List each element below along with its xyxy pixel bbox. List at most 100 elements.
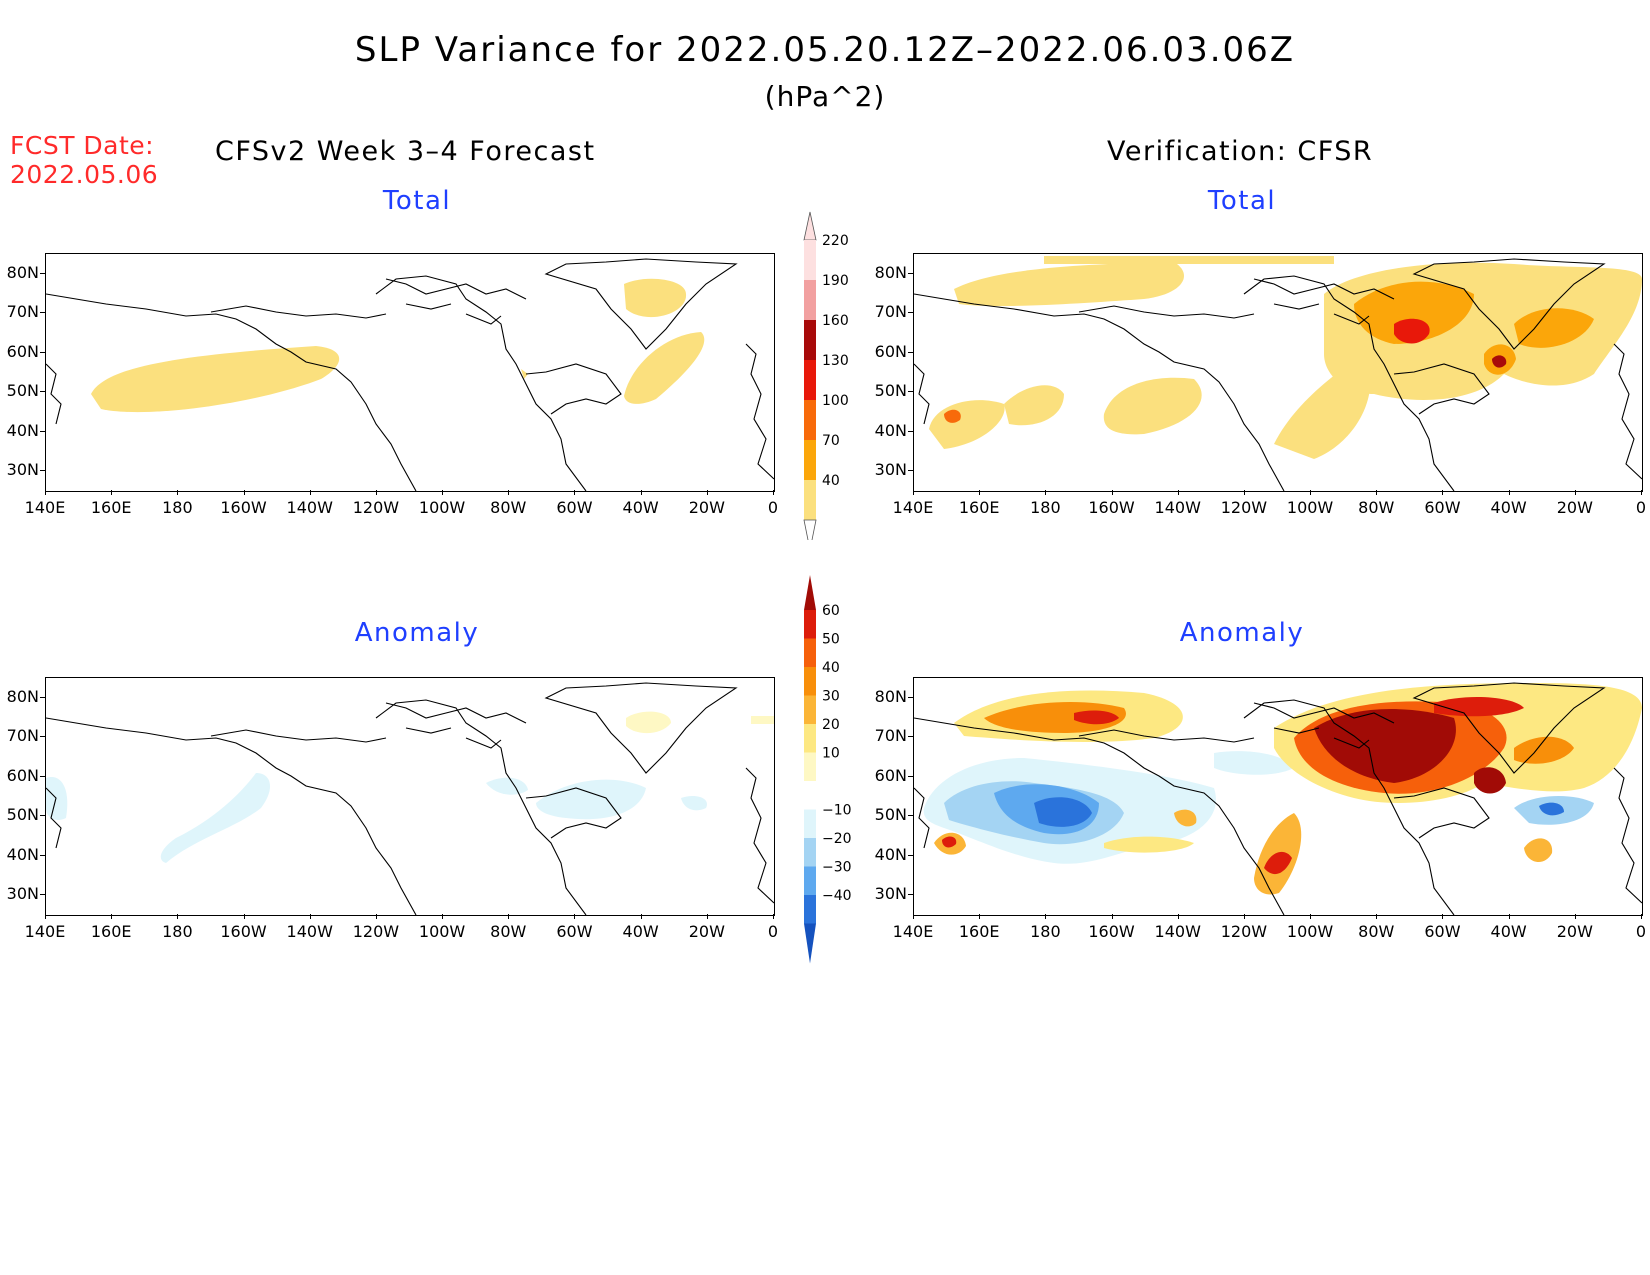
lon-tick-mark	[1508, 490, 1510, 495]
lon-tick-label: 180	[1030, 498, 1061, 517]
figure-title: SLP Variance for 2022.05.20.12Z–2022.06.…	[354, 30, 1296, 70]
lat-tick-mark	[40, 775, 45, 777]
verification-total-map	[913, 253, 1643, 492]
lon-tick-mark	[979, 914, 981, 919]
shade-blob	[1434, 696, 1524, 717]
lat-tick-label: 50N	[6, 381, 39, 401]
lat-tick-label: 40N	[874, 844, 907, 864]
shade-blob	[486, 777, 528, 795]
colorbar-anomaly-tick-label: 60	[822, 603, 840, 619]
lon-tick-label: 40W	[622, 498, 659, 517]
shade-blob	[1074, 710, 1119, 725]
shade-blob	[944, 409, 961, 423]
lon-tick-mark	[1376, 914, 1378, 919]
shade-blob	[1103, 377, 1202, 435]
lat-tick-mark	[40, 854, 45, 856]
lon-tick-mark	[1310, 914, 1312, 919]
lat-tick-mark	[908, 272, 913, 274]
lon-tick-mark	[309, 914, 311, 919]
shade-blob	[1524, 838, 1553, 863]
lon-tick-mark	[1177, 914, 1179, 919]
colorbar-anomaly-segment	[804, 695, 816, 724]
lon-tick-mark	[243, 490, 245, 495]
coastline	[544, 258, 738, 350]
verification-header: Verification: CFSR	[1107, 136, 1374, 167]
colorbar-total-cap-bottom	[803, 519, 817, 551]
lat-tick-label: 50N	[6, 805, 39, 825]
lon-tick-mark	[508, 490, 510, 495]
shade-blob	[1474, 767, 1506, 794]
coastline	[745, 767, 774, 904]
coastline	[745, 343, 774, 480]
shade-blob	[160, 773, 271, 863]
colorbar-total-canvas: 40 70 100 130 160 190 220	[803, 211, 849, 551]
lon-tick-mark	[111, 490, 113, 495]
lon-tick-label: 140W	[286, 922, 333, 941]
lat-tick-label: 50N	[874, 381, 907, 401]
shade-blob	[929, 400, 1005, 449]
lat-tick-label: 40N	[6, 420, 39, 440]
lon-tick-label: 140W	[1154, 922, 1201, 941]
colorbar-total-tick-label: 220	[822, 233, 849, 249]
lon-tick-mark	[508, 914, 510, 919]
lon-tick-mark	[177, 914, 179, 919]
coastline	[385, 702, 527, 749]
colorbar-anomaly-segment	[804, 752, 816, 781]
lon-tick-mark	[442, 914, 444, 919]
shade-blob	[681, 796, 707, 811]
colorbar-total-segment	[804, 400, 816, 440]
lon-tick-label: 0	[767, 498, 779, 517]
shade-blob	[624, 332, 705, 404]
coastline	[46, 363, 62, 425]
lon-tick-label: 80W	[490, 498, 527, 517]
lat-tick-mark	[40, 312, 45, 314]
forecast-total-map	[45, 253, 775, 492]
lon-tick-label: 140E	[892, 498, 934, 517]
lon-tick-label: 120W	[1220, 922, 1268, 941]
coastline-group	[914, 682, 1642, 915]
colorbar-total-tick-label: 160	[822, 313, 849, 329]
lat-tick-label: 60N	[6, 341, 39, 361]
shade-blob	[1514, 308, 1594, 348]
colorbar-anomaly-tick-label: 40	[822, 660, 840, 676]
coastline	[375, 275, 587, 491]
lon-tick-mark	[773, 490, 774, 495]
coastline	[914, 363, 930, 425]
lon-tick-mark	[640, 490, 642, 495]
shade-blob	[1354, 281, 1474, 344]
lon-tick-label: 120W	[1220, 498, 1268, 517]
shade-blob	[1104, 836, 1194, 853]
lon-tick-mark	[1111, 490, 1113, 495]
lon-tick-label: 20W	[688, 922, 725, 941]
shade-blob	[1539, 802, 1564, 816]
coastline	[46, 787, 62, 849]
lon-tick-label: 160W	[220, 922, 267, 941]
colorbar-anomaly-tick-label: −20	[822, 831, 852, 847]
coastline	[210, 729, 387, 743]
lon-tick-label: 40W	[1490, 922, 1527, 941]
colorbar-anomaly: 60 50 40 30 20 10 −10 −20 −30 −40	[800, 575, 880, 1025]
lon-tick-label: 20W	[1556, 498, 1593, 517]
lon-tick-mark	[1177, 490, 1179, 495]
lon-tick-label: 80W	[1358, 922, 1395, 941]
shade-blob	[1034, 797, 1092, 827]
colorbar-anomaly-canvas: 60 50 40 30 20 10 −10 −20 −30 −40	[804, 575, 852, 964]
lat-tick-mark	[40, 272, 45, 274]
colorbar-total-segment	[804, 480, 816, 520]
lon-tick-mark	[177, 490, 179, 495]
colorbar-anomaly-tick-label: 10	[822, 746, 840, 762]
coastline	[385, 278, 527, 325]
lon-tick-label: 100W	[1286, 498, 1334, 517]
coastline	[1078, 729, 1255, 743]
lon-tick-mark	[45, 490, 46, 495]
lon-tick-label: 40W	[622, 922, 659, 941]
lon-tick-label: 120W	[352, 498, 400, 517]
lat-tick-label: 60N	[6, 765, 39, 785]
lon-tick-label: 100W	[418, 922, 466, 941]
shade-blob	[624, 278, 687, 318]
shade-blob	[751, 716, 774, 724]
lon-tick-label: 60W	[556, 498, 593, 517]
lon-tick-label: 40W	[1490, 498, 1527, 517]
lon-tick-mark	[1310, 490, 1312, 495]
lon-tick-label: 60W	[1424, 498, 1461, 517]
